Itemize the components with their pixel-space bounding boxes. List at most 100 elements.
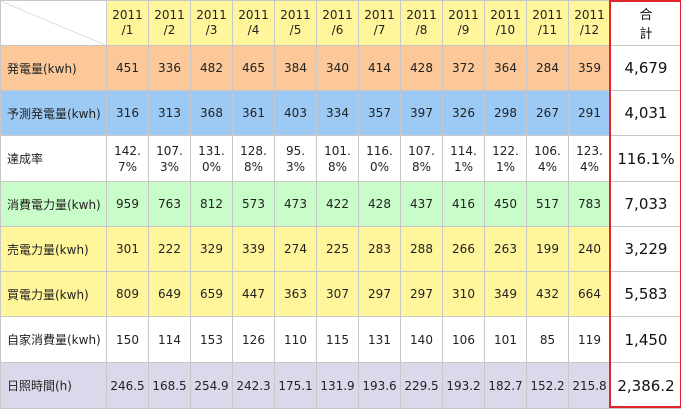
value-cell: 649 xyxy=(149,272,191,317)
value-cell: 432 xyxy=(527,272,569,317)
value-cell: 482 xyxy=(191,46,233,91)
value-cell: 114. 1% xyxy=(443,136,485,182)
value-cell: 288 xyxy=(401,227,443,272)
total-cell: 7,033 xyxy=(611,182,681,227)
row-label: 日照時間(h) xyxy=(1,363,107,409)
month-header: 2011 /6 xyxy=(317,1,359,46)
row-label: 売電力量(kwh) xyxy=(1,227,107,272)
month-header: 2011 /1 xyxy=(107,1,149,46)
value-cell: 131 xyxy=(359,317,401,363)
value-cell: 126 xyxy=(233,317,275,363)
value-cell: 301 xyxy=(107,227,149,272)
value-cell: 274 xyxy=(275,227,317,272)
value-cell: 131.9 xyxy=(317,363,359,409)
total-cell: 116.1% xyxy=(611,136,681,182)
value-cell: 114 xyxy=(149,317,191,363)
total-header: 合 計 xyxy=(611,1,681,46)
value-cell: 85 xyxy=(527,317,569,363)
value-cell: 310 xyxy=(443,272,485,317)
value-cell: 254.9 xyxy=(191,363,233,409)
value-cell: 368 xyxy=(191,91,233,136)
value-cell: 517 xyxy=(527,182,569,227)
value-cell: 357 xyxy=(359,91,401,136)
value-cell: 326 xyxy=(443,91,485,136)
value-cell: 266 xyxy=(443,227,485,272)
corner-cell xyxy=(1,1,107,46)
value-cell: 182.7 xyxy=(485,363,527,409)
value-cell: 403 xyxy=(275,91,317,136)
value-cell: 116. 0% xyxy=(359,136,401,182)
value-cell: 428 xyxy=(359,182,401,227)
value-cell: 465 xyxy=(233,46,275,91)
value-cell: 297 xyxy=(359,272,401,317)
value-cell: 225 xyxy=(317,227,359,272)
value-cell: 428 xyxy=(401,46,443,91)
value-cell: 106 xyxy=(443,317,485,363)
value-cell: 340 xyxy=(317,46,359,91)
value-cell: 123. 4% xyxy=(569,136,611,182)
value-cell: 763 xyxy=(149,182,191,227)
value-cell: 101 xyxy=(485,317,527,363)
value-cell: 336 xyxy=(149,46,191,91)
month-header: 2011 /5 xyxy=(275,1,317,46)
value-cell: 284 xyxy=(527,46,569,91)
value-cell: 473 xyxy=(275,182,317,227)
total-cell: 5,583 xyxy=(611,272,681,317)
value-cell: 291 xyxy=(569,91,611,136)
value-cell: 267 xyxy=(527,91,569,136)
row-label: 予測発電量(kwh) xyxy=(1,91,107,136)
value-cell: 115 xyxy=(317,317,359,363)
value-cell: 809 xyxy=(107,272,149,317)
value-cell: 110 xyxy=(275,317,317,363)
month-header: 2011 /3 xyxy=(191,1,233,46)
value-cell: 240 xyxy=(569,227,611,272)
row-label: 達成率 xyxy=(1,136,107,182)
month-header: 2011 /9 xyxy=(443,1,485,46)
value-cell: 659 xyxy=(191,272,233,317)
value-cell: 119 xyxy=(569,317,611,363)
value-cell: 363 xyxy=(275,272,317,317)
value-cell: 107. 3% xyxy=(149,136,191,182)
value-cell: 349 xyxy=(485,272,527,317)
value-cell: 229.5 xyxy=(401,363,443,409)
value-cell: 95. 3% xyxy=(275,136,317,182)
value-cell: 152.2 xyxy=(527,363,569,409)
value-cell: 140 xyxy=(401,317,443,363)
value-cell: 215.8 xyxy=(569,363,611,409)
total-cell: 3,229 xyxy=(611,227,681,272)
value-cell: 128. 8% xyxy=(233,136,275,182)
value-cell: 142. 7% xyxy=(107,136,149,182)
total-cell: 2,386.2 xyxy=(611,363,681,409)
month-header: 2011 /10 xyxy=(485,1,527,46)
value-cell: 364 xyxy=(485,46,527,91)
value-cell: 307 xyxy=(317,272,359,317)
value-cell: 959 xyxy=(107,182,149,227)
value-cell: 101. 8% xyxy=(317,136,359,182)
value-cell: 664 xyxy=(569,272,611,317)
total-cell: 4,679 xyxy=(611,46,681,91)
month-header: 2011 /11 xyxy=(527,1,569,46)
value-cell: 283 xyxy=(359,227,401,272)
value-cell: 193.2 xyxy=(443,363,485,409)
row-label: 発電量(kwh) xyxy=(1,46,107,91)
value-cell: 242.3 xyxy=(233,363,275,409)
value-cell: 414 xyxy=(359,46,401,91)
value-cell: 150 xyxy=(107,317,149,363)
value-cell: 812 xyxy=(191,182,233,227)
value-cell: 106. 4% xyxy=(527,136,569,182)
value-cell: 573 xyxy=(233,182,275,227)
value-cell: 298 xyxy=(485,91,527,136)
value-cell: 131. 0% xyxy=(191,136,233,182)
value-cell: 451 xyxy=(107,46,149,91)
value-cell: 359 xyxy=(569,46,611,91)
value-cell: 246.5 xyxy=(107,363,149,409)
value-cell: 397 xyxy=(401,91,443,136)
value-cell: 361 xyxy=(233,91,275,136)
